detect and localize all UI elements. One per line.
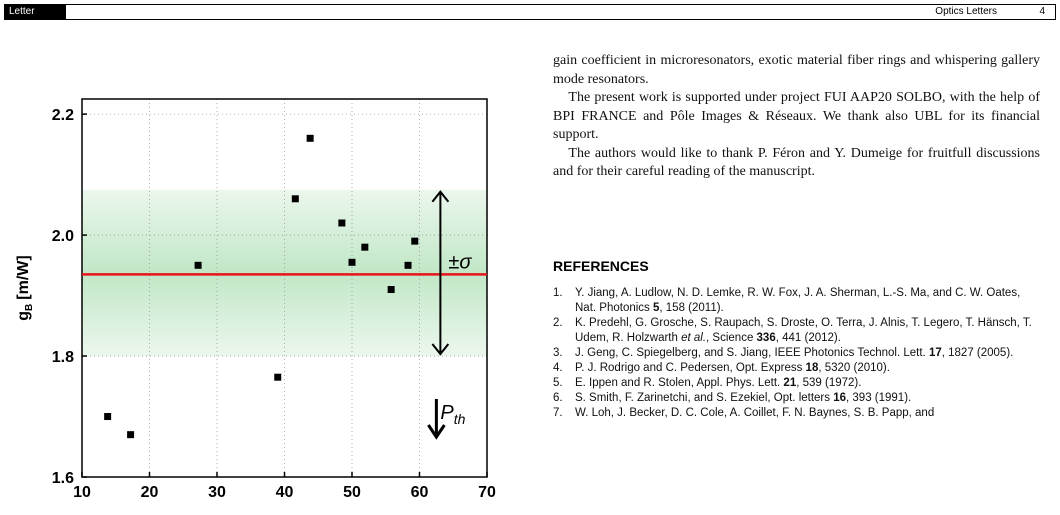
data-point [194,261,202,269]
reference-text: E. Ippen and R. Stolen, Appl. Phys. Lett… [575,376,1040,391]
reference-part: et al. [681,332,707,344]
reference: 1. Y. Jiang, A. Ludlow, N. D. Lemke, R. W… [553,286,1040,316]
y-tick-label: 1.6 [52,470,74,487]
y-tick-label: 1.8 [52,349,74,366]
references-list: 1. Y. Jiang, A. Ludlow, N. D. Lemke, R. W… [553,286,1040,421]
data-point [274,373,282,381]
data-point [291,195,299,203]
reference-part: P. J. Rodrigo and C. Pedersen, Opt. Expr… [575,362,806,374]
threshold-subscript: th [454,411,466,427]
data-point [127,431,135,439]
data-point [338,219,346,227]
threshold-label: Pth [440,402,465,427]
data-point [348,258,356,266]
y-tick-label: 2.0 [52,228,74,245]
reference-part: J. Geng, C. Spiegelberg, and S. Jiang, I… [575,347,929,359]
reference-number: 1. [553,287,563,299]
reference-part: 336 [756,332,776,344]
data-point [411,237,419,245]
body-text: gain coefficient in microresonators, exo… [553,52,1040,182]
reference-part: , 539 (1972). [796,377,862,389]
reference-text: S. Smith, F. Zarinetchi, and S. Ezekiel,… [575,391,1040,406]
paragraph: The present work is supported under proj… [553,90,1040,142]
reference-part: , 5320 (2010). [818,362,890,374]
reference-text: J. Geng, C. Spiegelberg, and S. Jiang, I… [575,346,1040,361]
reference-part: 5 [652,302,660,314]
header-label: Letter [4,4,66,20]
sigma-label: ±σ [448,251,472,273]
reference-part: , 158 (2011). [659,302,724,314]
y-axis-label: gB [m/W] [15,255,35,320]
y-axis-unit: [m/W] [15,255,32,299]
y-tick-label: 2.2 [52,107,74,124]
reference-text: K. Predehl, G. Grosche, S. Raupach, S. D… [575,316,1040,346]
page-number: 4 [1039,6,1045,17]
sigma-band [82,189,487,357]
x-tick-label: 60 [411,484,429,501]
y-axis-symbol: g [15,311,32,321]
x-tick-label: 50 [343,484,361,501]
reference-number: 3. [553,347,563,359]
header-bar: Letter Optics Letters 4 [4,4,1056,20]
reference-text: Y. Jiang, A. Ludlow, N. D. Lemke, R. W. … [575,286,1040,316]
reference: 4. P. J. Rodrigo and C. Pedersen, Opt. Ex… [553,361,1040,376]
reference-part: W. Loh, J. Becker, D. C. Cole, A. Coille… [575,407,935,419]
reference-part: 17 [928,347,942,359]
reference: 7. W. Loh, J. Becker, D. C. Cole, A. Coil… [553,406,1040,421]
reference-part: 16 [833,392,847,404]
reference-number: 2. [553,317,563,329]
threshold-symbol: P [440,402,454,424]
x-tick-label: 20 [141,484,159,501]
x-tick-label: 40 [276,484,294,501]
threshold-arrow [427,399,446,440]
reference-part: K. Predehl, G. Grosche, S. Raupach, S. D… [575,317,1032,344]
reference-part: , 1827 (2005). [941,347,1014,359]
reference: 2. K. Predehl, G. Grosche, S. Raupach, S.… [553,316,1040,346]
data-point [404,261,412,269]
data-point [387,286,395,294]
reference: 3. J. Geng, C. Spiegelberg, and S. Jiang,… [553,346,1040,361]
x-tick-label: 70 [478,484,496,501]
paragraph: The authors would like to thank P. Féron… [553,145,1040,180]
reference-part: S. Smith, F. Zarinetchi, and S. Ezekiel,… [575,392,834,404]
sigma-arrow [431,190,450,356]
reference-number: 7. [553,407,563,419]
y-axis-subscript: B [24,304,35,311]
references-heading: REFERENCES [553,258,649,274]
plot-frame [81,98,488,478]
data-point [306,134,314,142]
reference: 5. E. Ippen and R. Stolen, Appl. Phys. Le… [553,376,1040,391]
reference-text: P. J. Rodrigo and C. Pedersen, Opt. Expr… [575,361,1040,376]
reference-part: Y. Jiang, A. Ludlow, N. D. Lemke, R. W. … [575,287,1021,314]
x-tick-label: 10 [73,484,91,501]
reference-part: 18 [805,362,819,374]
reference-part: , Science [706,332,757,344]
reference-part: E. Ippen and R. Stolen, Appl. Phys. Lett… [575,377,784,389]
reference-part: , 441 (2012). [775,332,841,344]
x-tick-label: 30 [208,484,226,501]
reference-part: 21 [783,377,797,389]
reference-number: 6. [553,392,563,404]
paragraph: gain coefficient in microresonators, exo… [553,53,1040,87]
reference-number: 4. [553,362,563,374]
reference-part: , 393 (1991). [846,392,912,404]
reference-text: W. Loh, J. Becker, D. C. Cole, A. Coille… [575,406,1040,421]
reference: 6. S. Smith, F. Zarinetchi, and S. Ezekie… [553,391,1040,406]
journal-name: Optics Letters [935,6,997,17]
reference-number: 5. [553,377,563,389]
data-point [104,413,112,421]
data-point [361,243,369,251]
